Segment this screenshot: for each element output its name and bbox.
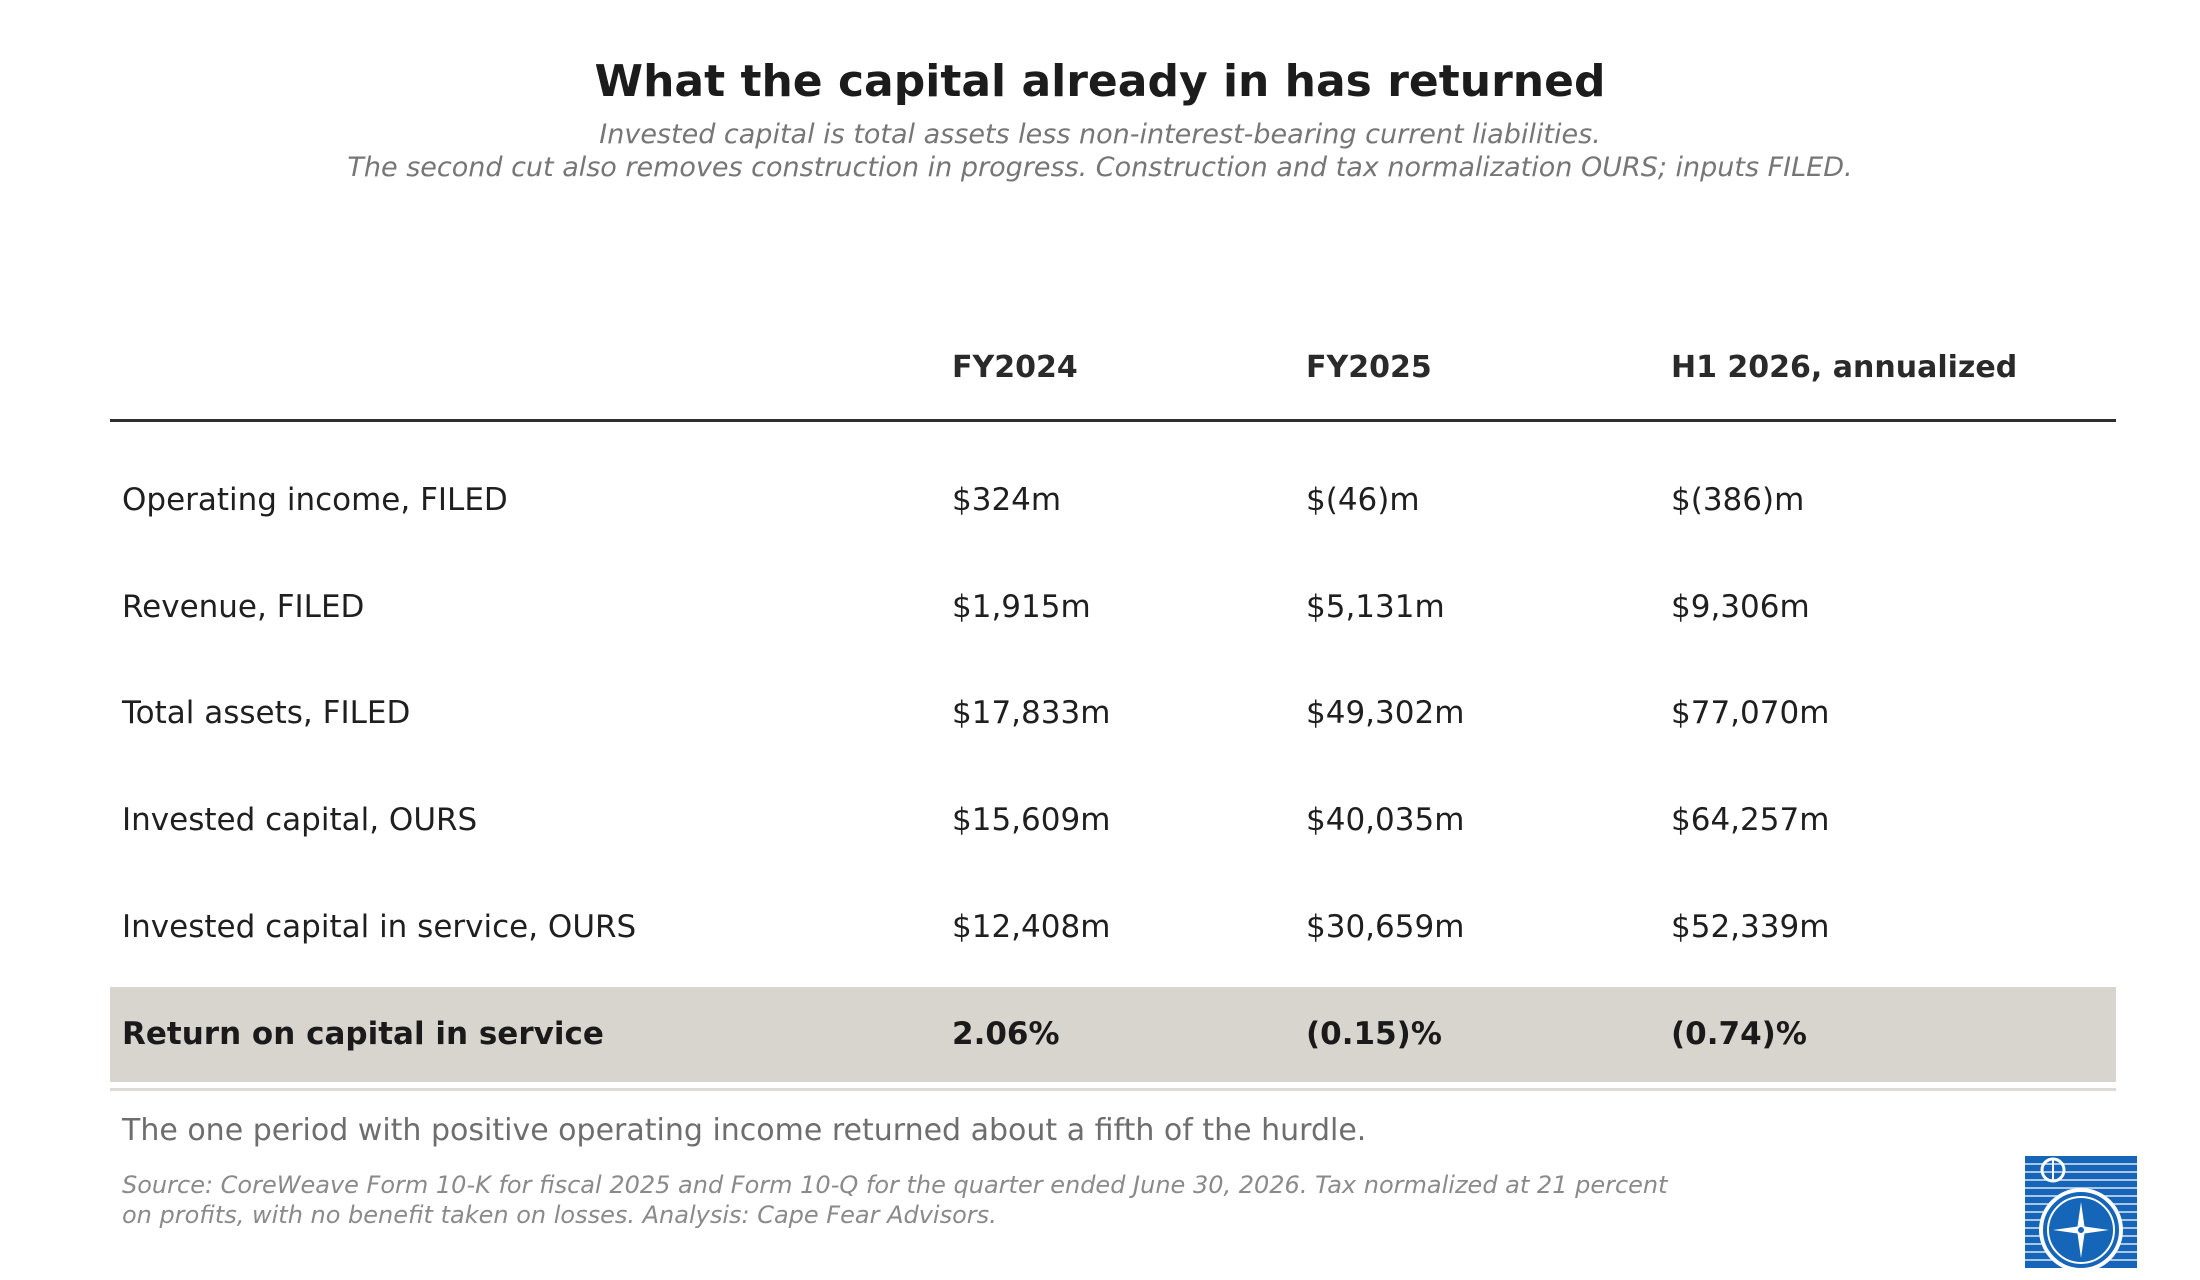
chart-subtitle-line-2: The second cut also removes construction… [347,152,1853,183]
cell-fy2024: $324m [952,482,1062,518]
cell-fy2025: $5,131m [1306,589,1445,625]
cell-h1-2026: $(386)m [1671,482,1805,518]
column-header-fy2025: FY2025 [1306,350,1432,385]
row-label: Return on capital in service [122,1016,604,1052]
column-header-fy2024: FY2024 [952,350,1078,385]
cell-fy2024: $17,833m [952,695,1111,731]
cell-fy2024: 2.06% [952,1016,1060,1052]
column-header-h1-2026: H1 2026, annualized [1671,350,2018,385]
cell-h1-2026: $52,339m [1671,909,1830,945]
row-label: Invested capital, OURS [122,802,478,838]
cell-fy2025: $30,659m [1306,909,1465,945]
cell-fy2024: $1,915m [952,589,1091,625]
row-label: Total assets, FILED [122,695,411,731]
cell-fy2025: $40,035m [1306,802,1465,838]
source-note: Source: CoreWeave Form 10-K for fiscal 2… [122,1171,1668,1229]
table-row: Invested capital in service, OURS $12,40… [0,897,2200,957]
highlight-row-return-on-capital: Return on capital in service 2.06% (0.15… [110,987,2116,1082]
table-row: Revenue, FILED $1,915m $5,131m $9,306m [0,577,2200,637]
compass-icon [2025,1156,2137,1272]
table-row: Total assets, FILED $17,833m $49,302m $7… [0,683,2200,743]
cell-h1-2026: $64,257m [1671,802,1830,838]
cell-fy2025: $49,302m [1306,695,1465,731]
table-row: Invested capital, OURS $15,609m $40,035m… [0,790,2200,850]
row-label: Operating income, FILED [122,482,508,518]
cell-h1-2026: $77,070m [1671,695,1830,731]
bottom-rule [110,1088,2116,1091]
chart-subtitle-line-1: Invested capital is total assets less no… [599,119,1601,150]
table-row: Operating income, FILED $324m $(46)m $(3… [0,470,2200,530]
cell-fy2025: (0.15)% [1306,1016,1442,1052]
header-rule [110,419,2116,422]
cell-fy2025: $(46)m [1306,482,1420,518]
cell-fy2024: $15,609m [952,802,1111,838]
cell-fy2024: $12,408m [952,909,1111,945]
cell-h1-2026: $9,306m [1671,589,1810,625]
takeaway-note: The one period with positive operating i… [122,1113,1367,1148]
row-label: Invested capital in service, OURS [122,909,637,945]
chart-title: What the capital already in has returned [594,56,1606,107]
row-label: Revenue, FILED [122,589,365,625]
cell-h1-2026: (0.74)% [1671,1016,1807,1052]
